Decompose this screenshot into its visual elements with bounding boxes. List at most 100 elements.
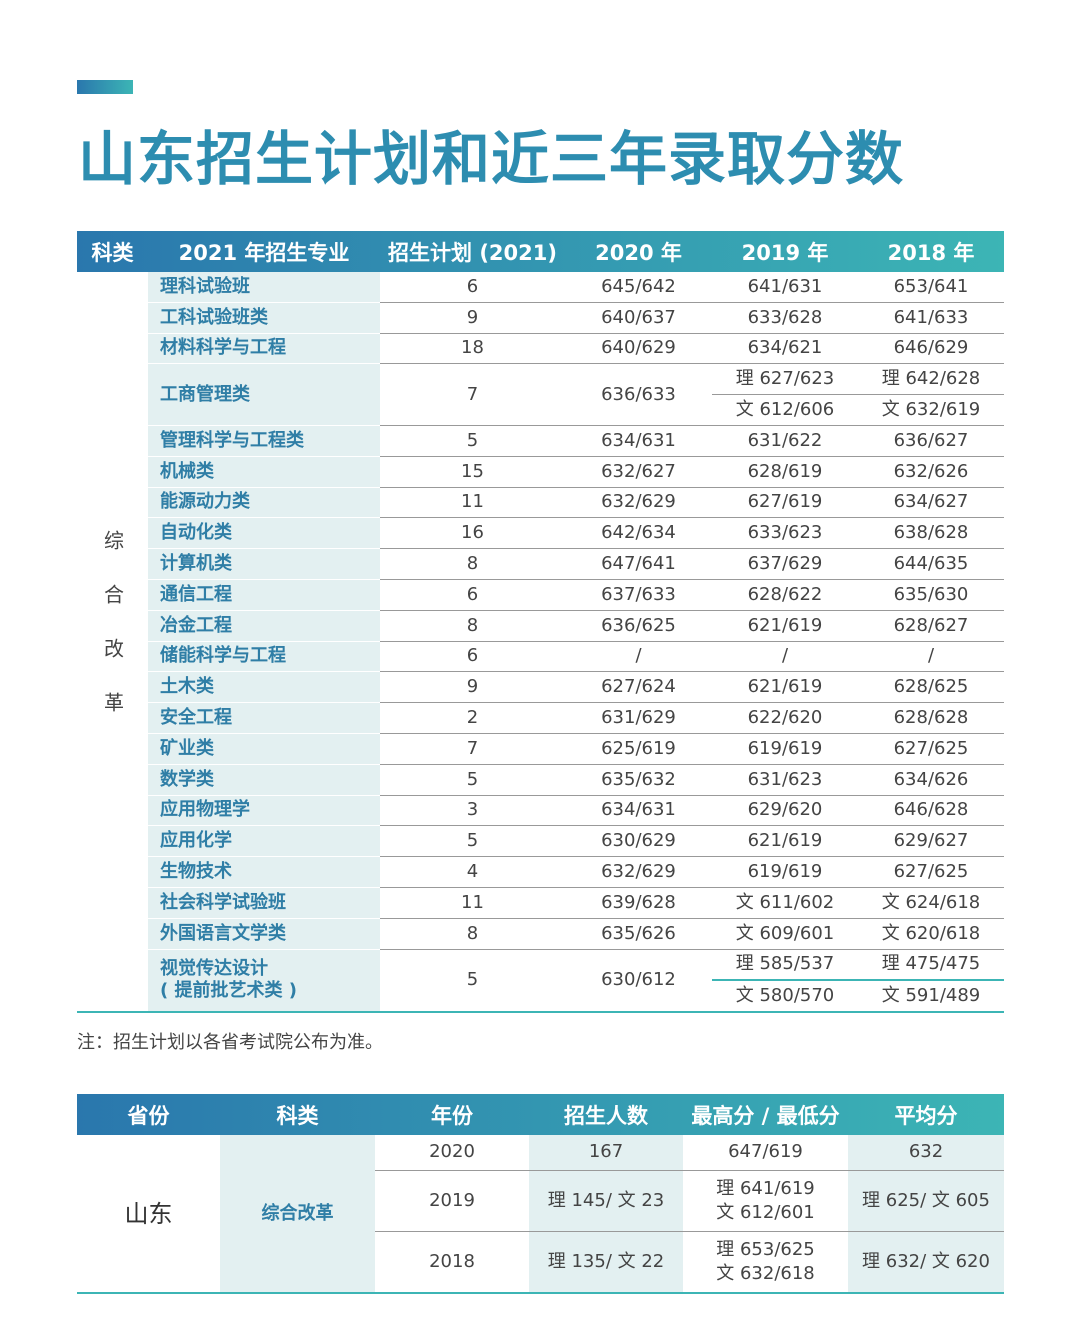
score-2019: 629/620 — [712, 795, 858, 827]
column-header: 年份 — [431, 1103, 473, 1128]
average-score: 632 — [848, 1135, 1004, 1171]
score-2018: 文 632/619 — [858, 394, 1004, 426]
plan-count: 9 — [380, 671, 565, 704]
major-name: 应用物理学 — [148, 795, 380, 827]
year: 2018 — [375, 1231, 529, 1294]
score-2019: 634/621 — [712, 333, 858, 365]
category-text: 综合改革 — [100, 530, 125, 747]
table-row: 储能科学与工程 6// / — [77, 641, 1004, 673]
plan-count: 5 — [380, 949, 565, 1014]
major-name: 机械类 — [148, 456, 380, 488]
score-2019: 637/629 — [712, 548, 858, 580]
column-header: 2020 年 — [595, 240, 682, 265]
plan-count: 7 — [380, 363, 565, 426]
score-2018: 627/625 — [858, 856, 1004, 888]
plan-count: 5 — [380, 425, 565, 457]
score-2019: 理 627/623 — [712, 363, 858, 396]
major-name: 储能科学与工程 — [148, 641, 380, 673]
max-min-score: 理 653/625 文 632/618 — [683, 1231, 848, 1294]
table-row: 安全工程 2 631/629 622/620 628/628 — [77, 702, 1004, 734]
score-2020: 639/628 — [565, 887, 712, 919]
score-2018: 634/627 — [858, 487, 1004, 519]
score-2019: 633/623 — [712, 517, 858, 550]
score-2020: 625/619 — [565, 733, 712, 765]
score-2020: 627/624 — [565, 671, 712, 704]
score-2018: 理 642/628 — [858, 363, 1004, 396]
page-title: 山东招生计划和近三年录取分数 — [78, 125, 905, 193]
score-2020: 640/637 — [565, 302, 712, 334]
plan-count: 4 — [380, 856, 565, 888]
plan-count: 8 — [380, 918, 565, 950]
score-2019: 621/619 — [712, 671, 858, 704]
score-2018: 646/629 — [858, 333, 1004, 365]
plan-count: 5 — [380, 825, 565, 858]
table-header: 省份 科类 年份 招生人数 最高分 / 最低分 平均分 — [77, 1094, 1004, 1135]
score-2020: / — [565, 641, 712, 673]
table-row: 数学类 5 635/632 631/623 634/626 — [77, 764, 1004, 796]
table-row: 应用化学 5 630/629 621/619 629/627 — [77, 825, 1004, 858]
table-row: 文 612/606 文 632/619 — [77, 394, 1004, 426]
score-2020: 635/626 — [565, 918, 712, 950]
score-2020: 632/629 — [565, 487, 712, 519]
table-row: 2018 理 135/ 文 22 理 653/625 文 632/618 理 632/ … — [77, 1231, 1004, 1294]
major-name: 土木类 — [148, 671, 380, 704]
major-name: 通信工程 — [148, 579, 380, 611]
major-name: 数学类 — [148, 764, 380, 796]
score-2019: 619/619 — [712, 733, 858, 765]
score-2018: 629/627 — [858, 825, 1004, 858]
score-2018: 634/626 — [858, 764, 1004, 796]
table-row: 应用物理学 3 634/631 629/620 646/628 — [77, 795, 1004, 827]
max-min-score: 理 641/619 文 612/601 — [683, 1170, 848, 1232]
score-2018: 644/635 — [858, 548, 1004, 580]
table-row: 视觉传达设计( 提前批艺术类 ) 5 630/612 理 585/537 理 475/4… — [77, 949, 1004, 1014]
plan-count: 11 — [380, 487, 565, 519]
major-name: 计算机类 — [148, 548, 380, 580]
table-row: 社会科学试验班 11 639/628 文 611/602 文 624/618 — [77, 887, 1004, 919]
score-2020: 632/627 — [565, 456, 712, 488]
major-name: 理科试验班 — [148, 272, 380, 303]
score-2020: 630/629 — [565, 825, 712, 858]
category-cell: 综合改革 — [77, 272, 148, 1014]
plan-count: 6 — [380, 272, 565, 303]
footnote: 注：招生计划以各省考试院公布为准。 — [77, 1032, 383, 1053]
max-min-score-line: 文 612/601 — [716, 1201, 815, 1223]
year: 2020 — [375, 1135, 529, 1171]
major-name: 工商管理类 — [148, 363, 380, 426]
score-2020: 645/642 — [565, 272, 712, 303]
column-header: 最高分 / 最低分 — [691, 1103, 840, 1128]
max-min-score: 647/619 — [683, 1135, 848, 1171]
score-2020: 647/641 — [565, 548, 712, 580]
score-2019: 628/619 — [712, 456, 858, 488]
plan-count: 6 — [380, 579, 565, 611]
table-row: 计算机类 8 647/641 637/629 644/635 — [77, 548, 1004, 580]
column-header: 平均分 — [894, 1103, 958, 1128]
column-header: 招生计划 (2021) — [388, 240, 557, 265]
score-2020: 637/633 — [565, 579, 712, 611]
score-2018: 理 475/475 — [858, 949, 1004, 982]
major-name: 材料科学与工程 — [148, 333, 380, 365]
table-row: 机械类 15 632/627 628/619 632/626 — [77, 456, 1004, 488]
plan-count: 8 — [380, 610, 565, 642]
column-header: 2021 年招生专业 — [178, 240, 350, 265]
average-score: 理 625/ 文 605 — [848, 1170, 1004, 1232]
column-header: 科类 — [91, 240, 134, 265]
score-2018: 636/627 — [858, 425, 1004, 457]
plan-count: 2 — [380, 702, 565, 734]
plan-count: 9 — [380, 302, 565, 334]
table-row: 冶金工程 8 636/625 621/619 628/627 — [77, 610, 1004, 642]
table-row: 能源动力类 11 632/629 627/619 634/627 — [77, 487, 1004, 519]
score-2019: 622/620 — [712, 702, 858, 734]
score-2020: 634/631 — [565, 425, 712, 457]
score-2019: 621/619 — [712, 825, 858, 858]
major-name: 冶金工程 — [148, 610, 380, 642]
major-name: 安全工程 — [148, 702, 380, 734]
major-name: 视觉传达设计( 提前批艺术类 ) — [148, 949, 380, 1014]
score-2019: 619/619 — [712, 856, 858, 888]
category-cell: 综合改革 — [220, 1135, 375, 1294]
score-2019: 633/628 — [712, 302, 858, 334]
max-min-score-line: 文 632/618 — [716, 1262, 815, 1284]
column-header: 省份 — [127, 1103, 170, 1128]
score-2018: 文 591/489 — [858, 980, 1004, 1014]
score-2018: 628/625 — [858, 671, 1004, 704]
